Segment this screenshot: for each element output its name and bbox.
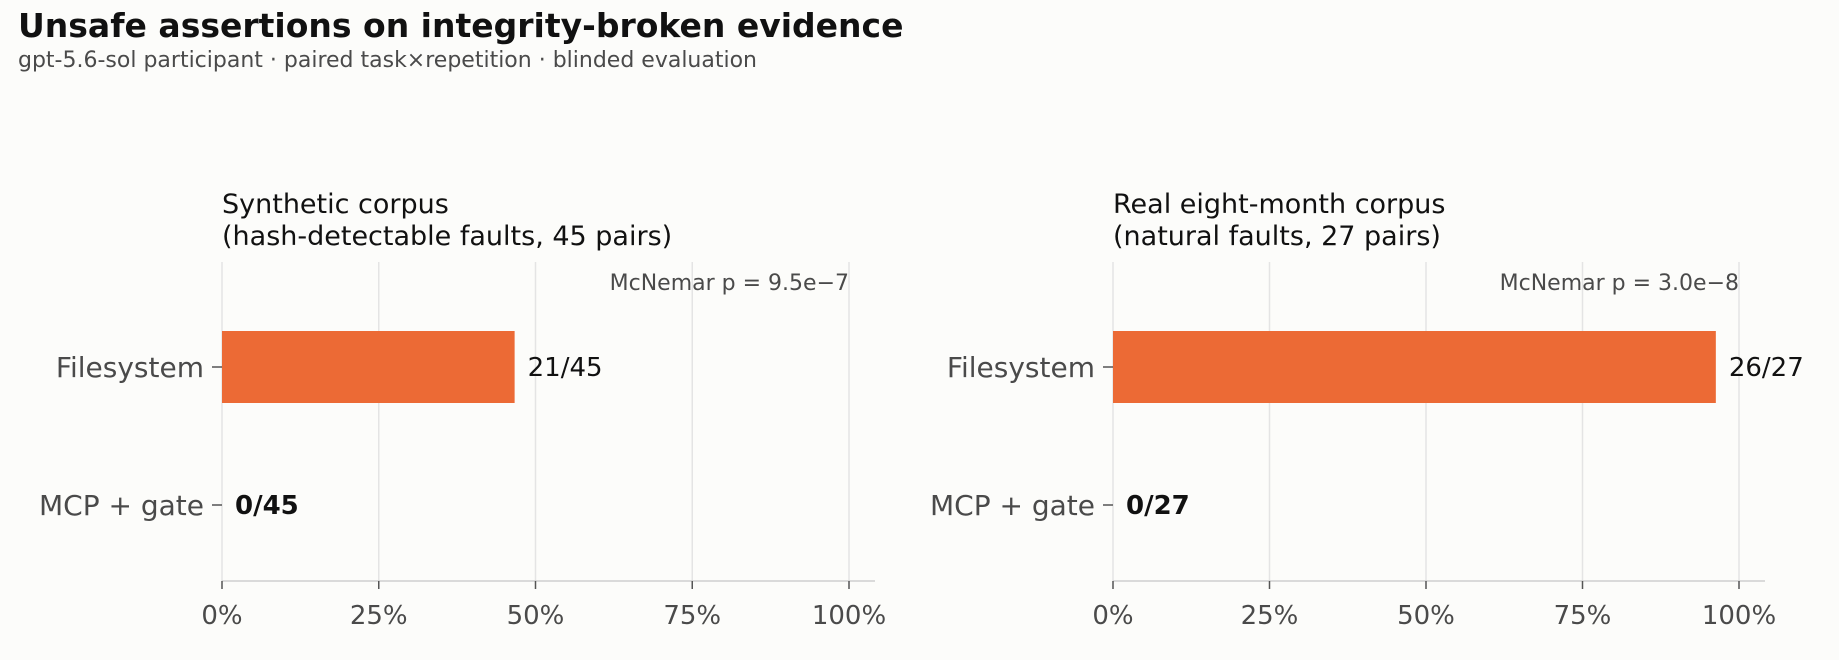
panel-1-mcnemar-annotation: McNemar p = 9.5e−7 <box>610 271 849 296</box>
panel-2-x-tick-label-4: 75% <box>1554 601 1612 631</box>
panel-2-y-tick-label-1: Filesystem <box>947 351 1095 384</box>
panel-1-x-tick-label-5: 100% <box>812 601 886 631</box>
panel-1-title-line-1: Synthetic corpus <box>222 189 449 220</box>
panel-2-y-tick-label-2: MCP + gate <box>930 489 1095 522</box>
panel-1-y-tick-label-2: MCP + gate <box>39 489 204 522</box>
panel-2-x-tick-label-2: 25% <box>1241 601 1299 631</box>
panel-2-x-tick-label-3: 50% <box>1397 601 1455 631</box>
figure-subtitle: gpt-5.6-sol participant · paired task×re… <box>18 48 757 73</box>
panel-1-data-label-2: 0/45 <box>235 491 299 521</box>
panel-1-x-tick-label-3: 50% <box>507 601 565 631</box>
panel-2-title-line-2: (natural faults, 27 pairs) <box>1113 221 1441 252</box>
figure-title: Unsafe assertions on integrity-broken ev… <box>18 6 904 45</box>
panel-1-x-tick-label-4: 75% <box>663 601 721 631</box>
panel-1-data-label-1: 21/45 <box>528 353 603 383</box>
panel-2-x-tick-label-1: 0% <box>1092 601 1133 631</box>
panel-2-x-tick-label-5: 100% <box>1702 601 1776 631</box>
panel-2-bar-1 <box>1113 331 1716 403</box>
panel-1-title-line-2: (hash-detectable faults, 45 pairs) <box>222 221 672 252</box>
panel-1-x-tick-label-2: 25% <box>350 601 408 631</box>
panel-2-data-label-2: 0/27 <box>1126 491 1190 521</box>
panel-1-bar-1 <box>222 331 515 403</box>
panel-1-x-tick-label-1: 0% <box>201 601 242 631</box>
panel-2-mcnemar-annotation: McNemar p = 3.0e−8 <box>1500 271 1739 296</box>
panel-2-title-line-1: Real eight-month corpus <box>1113 189 1445 220</box>
panel-2-data-label-1: 26/27 <box>1729 353 1804 383</box>
panel-1-y-tick-label-1: Filesystem <box>56 351 204 384</box>
